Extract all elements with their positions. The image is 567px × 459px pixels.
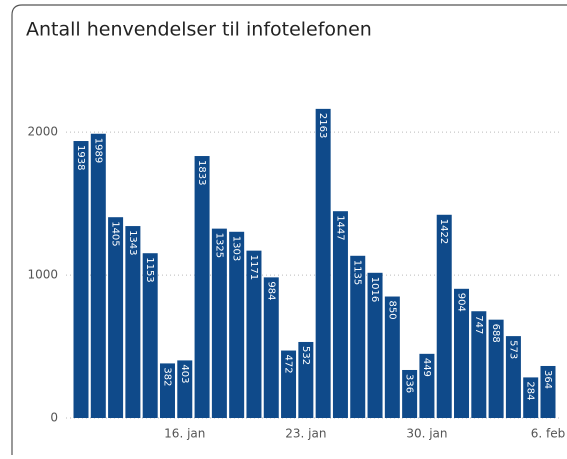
bar [471, 311, 487, 418]
data-label: 573 [507, 340, 518, 359]
chart-title: Antall henvendelser til infotelefonen [26, 19, 372, 41]
data-label: 1171 [248, 255, 259, 280]
data-label: 1447 [334, 215, 345, 240]
bar [263, 277, 279, 418]
data-label: 1833 [196, 160, 207, 185]
x-tick-label: 6. feb [531, 427, 566, 441]
data-label: 904 [456, 293, 467, 312]
data-label: 403 [179, 364, 190, 383]
x-tick-label: 30. jan [406, 427, 447, 441]
bar [142, 253, 158, 418]
bar [488, 319, 504, 418]
bar [367, 272, 383, 418]
data-label: 1343 [127, 230, 138, 255]
data-label: 1325 [213, 233, 224, 258]
data-label: 1989 [92, 138, 103, 163]
data-label: 1405 [110, 221, 121, 246]
data-label: 1153 [144, 257, 155, 282]
data-label: 532 [300, 346, 311, 365]
bar [350, 255, 366, 418]
bar [332, 211, 348, 418]
bar [177, 360, 193, 418]
bar [523, 377, 539, 418]
card-border [11, 4, 567, 455]
data-label: 1422 [438, 219, 449, 244]
bar [211, 228, 227, 418]
data-label: 382 [161, 367, 172, 386]
bar [436, 214, 452, 418]
bar [229, 231, 245, 418]
data-label: 747 [473, 315, 484, 334]
data-label: 449 [421, 358, 432, 377]
bar [90, 133, 106, 418]
y-tick-label: 0 [50, 411, 58, 425]
data-label: 688 [490, 324, 501, 343]
bar [384, 296, 400, 418]
bar [246, 250, 262, 418]
bar [505, 336, 521, 418]
bar [108, 217, 124, 418]
bar [73, 141, 89, 418]
bar [540, 365, 556, 418]
bar [125, 226, 141, 418]
data-label: 2163 [317, 113, 328, 138]
data-label: 472 [283, 355, 294, 374]
data-label: 850 [386, 301, 397, 320]
data-label: 1016 [369, 277, 380, 302]
bar [194, 156, 210, 418]
bar [159, 363, 175, 418]
x-tick-label: 23. jan [285, 427, 326, 441]
data-label: 984 [265, 281, 276, 300]
data-label: 364 [542, 370, 553, 389]
data-label: 1938 [75, 145, 86, 170]
x-tick-label: 16. jan [164, 427, 205, 441]
data-label: 1303 [231, 236, 242, 261]
bar [315, 108, 331, 418]
bar [402, 369, 418, 418]
y-tick-label: 2000 [27, 125, 58, 139]
data-label: 284 [525, 381, 536, 400]
y-tick-label: 1000 [27, 268, 58, 282]
data-label: 1135 [352, 260, 363, 285]
bar [298, 341, 314, 418]
bar [419, 353, 435, 418]
bar [281, 350, 297, 418]
bar [454, 288, 470, 418]
data-label: 336 [404, 374, 415, 393]
